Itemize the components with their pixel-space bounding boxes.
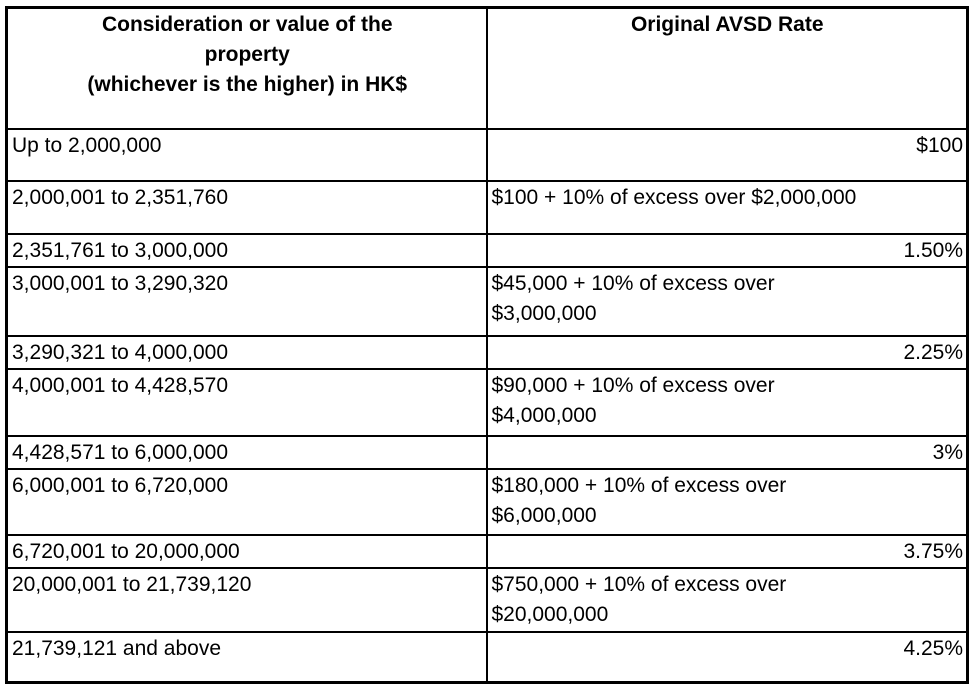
avsd-rate-cell: $45,000 + 10% of excess over $3,000,000 [485, 266, 969, 337]
table-row: 20,000,001 to 21,739,120 $750,000 + 10% o… [5, 567, 969, 633]
avsd-rate-cell: $90,000 + 10% of excess over $4,000,000 [485, 368, 969, 437]
avsd-rate-table-container: Consideration or value of the property (… [5, 6, 969, 684]
table-row: 6,720,001 to 20,000,000 3.75% [5, 534, 969, 569]
avsd-rate-cell: $100 [485, 128, 969, 182]
property-range-cell: 3,000,001 to 3,290,320 [5, 266, 488, 337]
avsd-rate-cell: 3.75% [485, 534, 969, 569]
avsd-rate-cell: 1.50% [485, 233, 969, 268]
table-row: 4,428,571 to 6,000,000 3% [5, 435, 969, 470]
property-range-cell: 3,290,321 to 4,000,000 [5, 335, 488, 370]
table-row: 21,739,121 and above 4.25% [5, 631, 969, 683]
property-range-cell: 2,000,001 to 2,351,760 [5, 180, 488, 235]
table-row: 3,000,001 to 3,290,320 $45,000 + 10% of e… [5, 266, 969, 337]
property-range-cell: 6,000,001 to 6,720,000 [5, 468, 488, 536]
avsd-rate-cell: 4.25% [485, 631, 969, 683]
table-header: Consideration or value of the property (… [5, 6, 969, 130]
table-body: Up to 2,000,000 $100 2,000,001 to 2,351,76… [5, 128, 969, 683]
table-row: 4,000,001 to 4,428,570 $90,000 + 10% of e… [5, 368, 969, 437]
property-range-cell: 4,428,571 to 6,000,000 [5, 435, 488, 470]
property-range-cell: Up to 2,000,000 [5, 128, 488, 182]
table-row: 6,000,001 to 6,720,000 $180,000 + 10% of … [5, 468, 969, 536]
avsd-rate-table: Consideration or value of the property (… [5, 6, 969, 684]
avsd-rate-cell: $750,000 + 10% of excess over $20,000,00… [485, 567, 969, 633]
property-range-cell: 21,739,121 and above [5, 631, 488, 683]
table-row: 2,000,001 to 2,351,760 $100 + 10% of exce… [5, 180, 969, 235]
property-range-cell: 4,000,001 to 4,428,570 [5, 368, 488, 437]
avsd-rate-cell: $180,000 + 10% of excess over $6,000,000 [485, 468, 969, 536]
property-range-cell: 2,351,761 to 3,000,000 [5, 233, 488, 268]
col-header-original-avsd-rate: Original AVSD Rate [485, 6, 969, 130]
table-row: Up to 2,000,000 $100 [5, 128, 969, 182]
property-range-cell: 6,720,001 to 20,000,000 [5, 534, 488, 569]
table-row: 2,351,761 to 3,000,000 1.50% [5, 233, 969, 268]
table-row: 3,290,321 to 4,000,000 2.25% [5, 335, 969, 370]
col-header-consideration: Consideration or value of the property (… [5, 6, 488, 130]
avsd-rate-cell: 2.25% [485, 335, 969, 370]
avsd-rate-cell: 3% [485, 435, 969, 470]
header-row: Consideration or value of the property (… [5, 6, 969, 130]
property-range-cell: 20,000,001 to 21,739,120 [5, 567, 488, 633]
avsd-rate-cell: $100 + 10% of excess over $2,000,000 [485, 180, 969, 235]
